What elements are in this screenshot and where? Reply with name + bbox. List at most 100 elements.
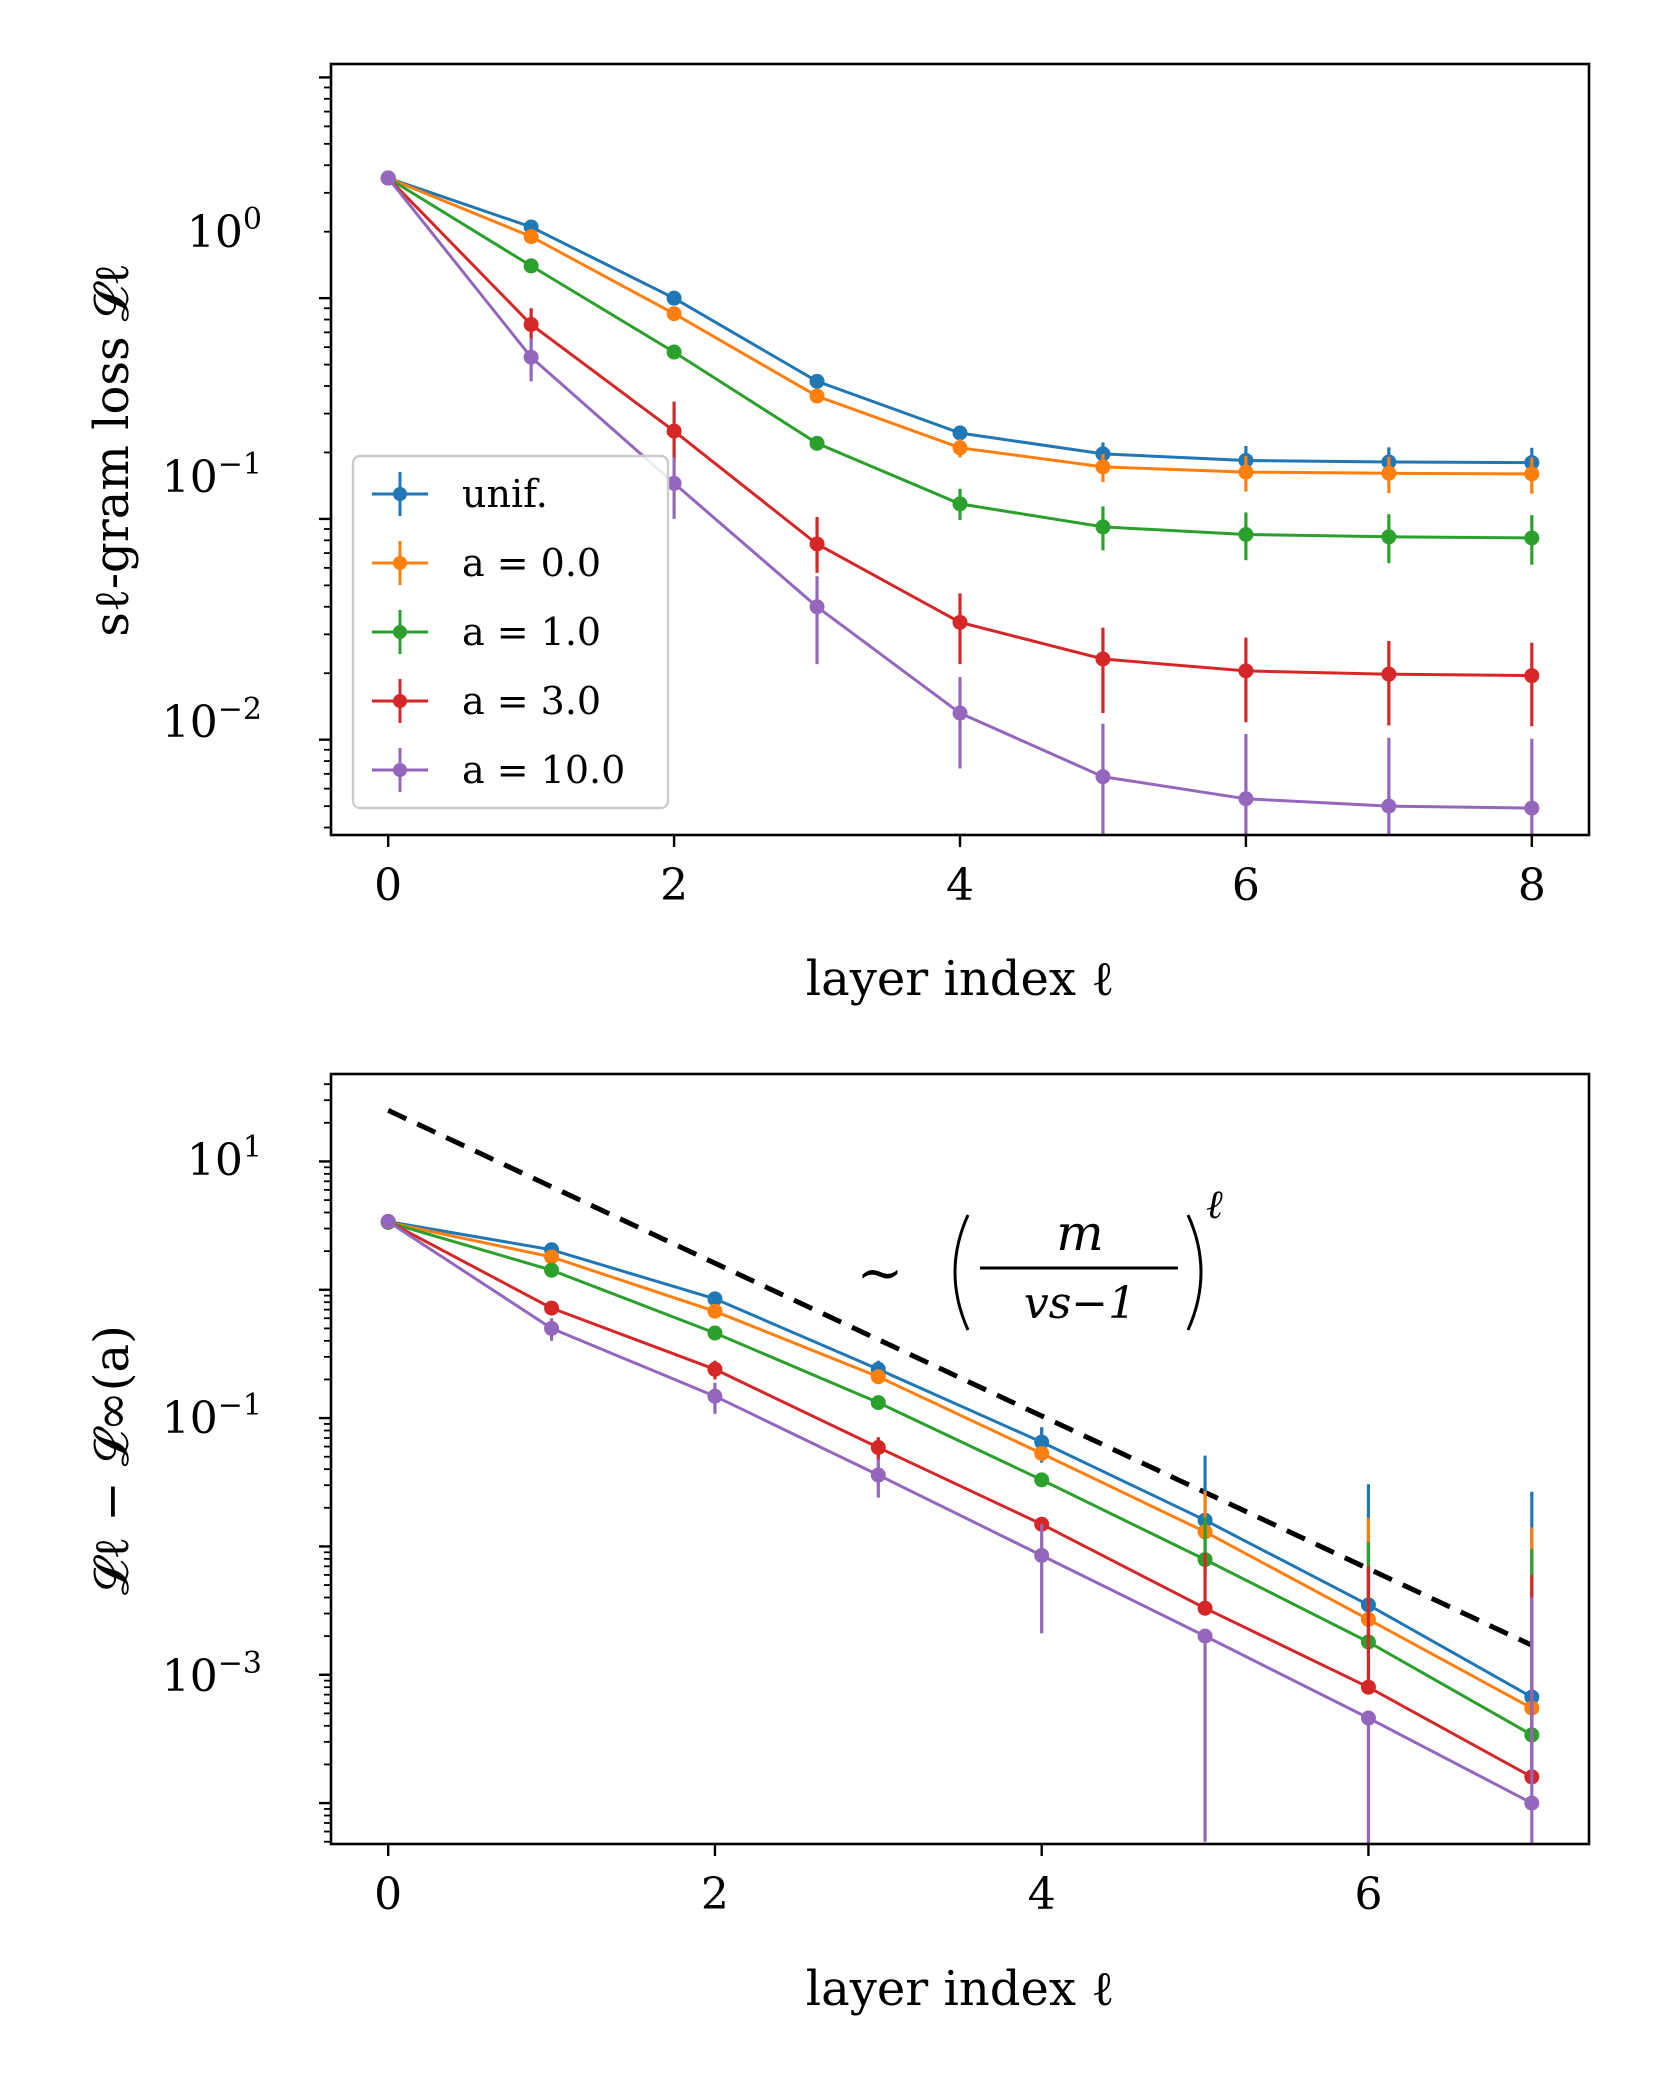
bottom-data-point [1034,1434,1050,1450]
top-data-point [523,349,539,365]
bottom-x-tick-labels: 0 2 4 6 [374,1869,1382,1920]
top-series-a10 [380,170,1540,835]
bottom-data-point [870,1395,886,1411]
bottom-data-point [707,1303,723,1319]
top-x-tick-label: 8 [1518,860,1546,911]
top-data-point [523,229,539,245]
top-data-point [952,705,968,721]
bottom-data-point [1034,1472,1050,1488]
bottom-data-point [1197,1628,1213,1644]
bottom-data-point [544,1320,560,1336]
bottom-ytick-label-1: 101 [187,1130,262,1186]
annotation-right-paren [1186,1214,1203,1331]
bottom-data-point [1034,1445,1050,1461]
legend-entry-a0: a = 0.0 [372,541,601,585]
bottom-data-point [544,1300,560,1316]
top-data-point [1524,466,1540,482]
top-y-axis-label: sℓ-gram loss 𝓛ℓ [84,263,140,637]
top-x-tick-label: 0 [374,860,402,911]
top-data-point [1095,459,1111,475]
bottom-panel: 0 2 4 6 101 10−1 10−3 layer index ℓ 𝓛ℓ − 𝓛∞… [84,1072,1591,2017]
legend: unif. a = 0.0 a = 1.0 a = 3.0 a = 10.0 [351,454,670,810]
top-data-point [666,290,682,306]
legend-entry-a1: a = 1.0 [372,610,601,654]
bottom-data-point [707,1291,723,1307]
scaling-annotation: ~ m vs−1 ℓ [857,1182,1223,1331]
bottom-data-point [380,1214,396,1230]
legend-entry-a3: a = 3.0 [372,679,601,723]
legend-entry-unif: unif. [372,472,548,516]
legend-swatch-marker [393,487,407,501]
bottom-x-tick-label: 6 [1354,1869,1382,1920]
bottom-series-line [387,1220,1533,1779]
top-data-point [809,435,825,451]
bottom-series-a10 [380,1214,1540,1844]
top-data-point [666,306,682,322]
legend-items: unif. a = 0.0 a = 1.0 a = 3.0 a = 10.0 [372,472,625,792]
top-data-point [1238,791,1254,807]
top-data-point [523,258,539,274]
bottom-data-point [870,1440,886,1455]
top-data-point [952,440,968,456]
legend-label: a = 10.0 [462,748,625,792]
top-data-point [1238,663,1254,679]
top-data-point [809,373,825,389]
bottom-data-point [544,1249,560,1265]
bottom-data-point [1360,1710,1376,1726]
bottom-ytick-label-2: 10−1 [162,1388,262,1444]
top-ytick-label-2: 10−1 [162,447,262,503]
top-data-point [666,475,682,491]
top-series [380,170,1540,835]
annotation-denominator: vs−1 [1024,1278,1136,1329]
legend-label: a = 3.0 [462,679,601,723]
bottom-series-line [387,1220,1533,1699]
top-data-point [1238,526,1254,542]
bottom-series-line [387,1220,1533,1805]
top-x-tick-label: 6 [1232,860,1260,911]
bottom-data-point [707,1361,723,1377]
top-data-point [666,344,682,360]
bottom-series-line [387,1220,1533,1737]
top-data-point [1381,798,1397,814]
top-data-point [1095,519,1111,535]
bottom-data-point [1360,1679,1376,1695]
bottom-y-axis-label: 𝓛ℓ − 𝓛∞(a) [84,1325,140,1595]
top-data-point [952,614,968,630]
top-data-point [809,599,825,615]
bottom-x-axis-label: layer index ℓ [806,1961,1114,2017]
bottom-data-point [1524,1795,1540,1811]
annotation-left-paren [953,1214,970,1331]
bottom-data-point [707,1325,723,1341]
annotation-exponent: ℓ [1206,1182,1223,1228]
top-ytick-label-1: 100 [187,202,262,258]
legend-swatch-marker [393,694,407,708]
top-data-point [1095,651,1111,667]
top-data-point [666,423,682,439]
legend-swatch-marker [393,763,407,777]
top-panel: 0 2 4 6 8 100 10−1 10−2 layer index ℓ sℓ-gra… [84,62,1591,1007]
top-x-tick-labels: 0 2 4 6 8 [374,860,1546,911]
top-data-point [809,536,825,552]
top-data-point [380,170,396,186]
top-data-point [1095,769,1111,785]
bottom-x-tick-label: 4 [1028,1869,1056,1920]
bottom-x-tick-label: 2 [701,1869,729,1920]
bottom-data-point [1034,1547,1050,1563]
bottom-axes-frame [329,1072,1591,1846]
legend-box [351,454,670,810]
legend-swatch-marker [393,556,407,570]
legend-swatch-marker [393,625,407,639]
bottom-series-line [387,1220,1533,1710]
top-data-point [1524,800,1540,816]
legend-entry-a10: a = 10.0 [372,748,625,792]
legend-label: a = 1.0 [462,610,601,654]
bottom-x-tick-label: 0 [374,1869,402,1920]
bottom-data-point [870,1369,886,1385]
bottom-ytick-label-3: 10−3 [162,1646,262,1702]
top-data-point [1381,666,1397,682]
top-ytick-label-3: 10−2 [162,692,262,748]
top-data-point [1238,464,1254,480]
bottom-data-point [870,1467,886,1483]
